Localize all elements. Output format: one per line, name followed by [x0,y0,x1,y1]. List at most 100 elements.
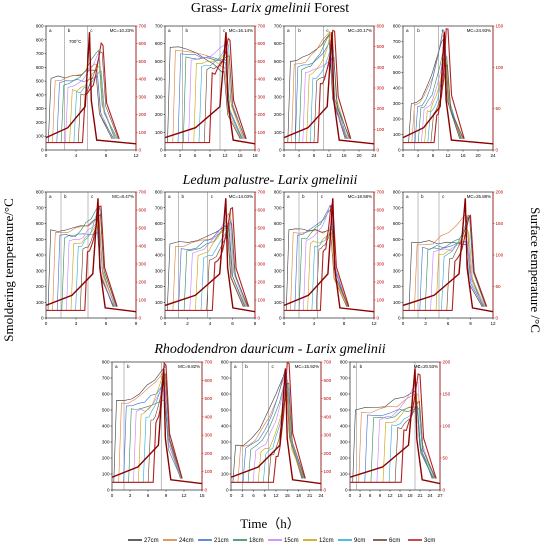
moisture-content-label: MC=9.82% [178,364,200,369]
y2-tick-label: 100 [324,469,332,474]
y2-tick-label: 300 [205,433,213,438]
x-tick-label: 0 [45,153,48,158]
series-line [403,214,487,311]
y-tick-label: 500 [221,408,229,413]
y2-tick-label: 700 [139,24,147,29]
y2-tick-label: 150 [496,221,504,226]
stage-label: b [302,194,305,199]
surface-temperature-line [284,32,374,145]
series-line [284,229,348,311]
y2-tick-label: 0 [443,488,446,493]
x-tick-label: 18 [252,153,258,158]
x-tick-label: 0 [111,493,114,498]
row-title-part: Forest [311,1,350,16]
y-tick-label: 700 [102,376,110,381]
surface-temperature-line [403,32,493,145]
legend-label: 12cm [319,538,334,544]
series-line [46,49,115,143]
series-line [46,220,116,311]
series-line [231,375,303,483]
y2-tick-label: 700 [258,190,266,195]
surface-temperature-line [165,198,255,313]
series-line [403,240,484,311]
y2-tick-label: 200 [443,360,451,365]
curves [284,198,374,313]
y2-tick-label: 600 [205,378,213,383]
moisture-content-label: MC=20.17% [348,28,372,33]
y-tick-label: 200 [221,456,229,461]
y2-tick-label: 600 [377,208,385,213]
y-tick-label: 300 [274,268,282,273]
series-line [165,46,241,143]
legend-label: 6cm [389,538,400,544]
y2-tick-label: 700 [258,24,266,29]
y-tick-label: 300 [393,268,401,273]
surface-temperature-line [231,368,321,485]
x-tick-label: 4 [75,153,78,158]
curves [165,198,255,313]
y-tick-label: 200 [274,284,282,289]
temperature-annotation: 700°C [69,39,81,44]
y-tick-label: 500 [36,237,44,242]
series-line [165,41,244,143]
y-tick-label: 400 [340,424,348,429]
x-tick-label: 15 [397,493,403,498]
y-tick-label: 600 [102,392,110,397]
y-tick-label: 100 [221,472,229,477]
chart-panel: 0 100 200 300 400 500 600 700 800 0 50 100 150 0 4 8 12 1… [393,24,504,159]
y-tick-label: 400 [393,86,401,91]
stage-label: c [442,194,445,199]
curves [284,29,374,145]
x-tick-label: 8 [343,321,346,326]
y2-tick-label: 200 [139,280,147,285]
y2-tick-label: 500 [324,396,332,401]
x-tick-label: 9 [469,321,472,326]
x-tick-label: 12 [326,153,332,158]
x-tick-label: 15 [285,493,291,498]
y-tick-label: 200 [155,112,163,117]
chart-panel: 0 100 200 300 400 500 600 700 800 0 100 200 300 400 50… [36,190,147,327]
x-tick-label: 4 [209,321,212,326]
row-title-ledum: Ledum palustre- Larix gmelinii [182,173,358,188]
moisture-content-label: MC=15.92% [295,364,319,369]
series-line [284,228,349,311]
x-tick-label: 6 [369,493,372,498]
stage-label: b [245,364,248,369]
y2-tick-label: 500 [258,226,266,231]
row-title-part: Larix gmelinii [230,1,311,16]
x-tick-label: 8 [432,153,435,158]
series-line [112,374,183,483]
y-tick-label: 300 [102,440,110,445]
y2-tick-label: 0 [258,316,261,321]
stage-label: b [186,28,189,33]
x-tick-label: 20 [475,153,481,158]
stage-label: b [182,194,185,199]
y-tick-label: 100 [36,134,44,139]
x-tick-label: 24 [427,493,433,498]
y-tick-label: 900 [36,24,44,29]
y2-tick-label: 300 [139,94,147,99]
moisture-content-label: MC=25.88% [467,194,491,199]
series-line [403,214,488,311]
y2-tick-label: 500 [205,396,213,401]
y-tick-label: 200 [393,284,401,289]
y2-tick-label: 300 [139,262,147,267]
x-axis-title: Time（h） [240,516,299,531]
y-tick-label: 500 [102,408,110,413]
y-tick-label: 800 [36,37,44,42]
x-tick-label: 21 [417,493,423,498]
series-line [350,373,437,483]
stage-label: c [91,194,94,199]
stage-label: a [287,194,290,199]
series-line [284,232,349,311]
stage-label: b [421,194,424,199]
row-title-part: Larix gmelinii [305,342,386,357]
y2-tick-label: 600 [258,208,266,213]
x-tick-label: 0 [230,493,233,498]
y2-tick-label: 400 [139,77,147,82]
series-line [46,63,114,143]
y2-tick-label: 0 [139,148,142,153]
x-tick-label: 12 [490,321,496,326]
x-tick-label: 6 [231,321,234,326]
